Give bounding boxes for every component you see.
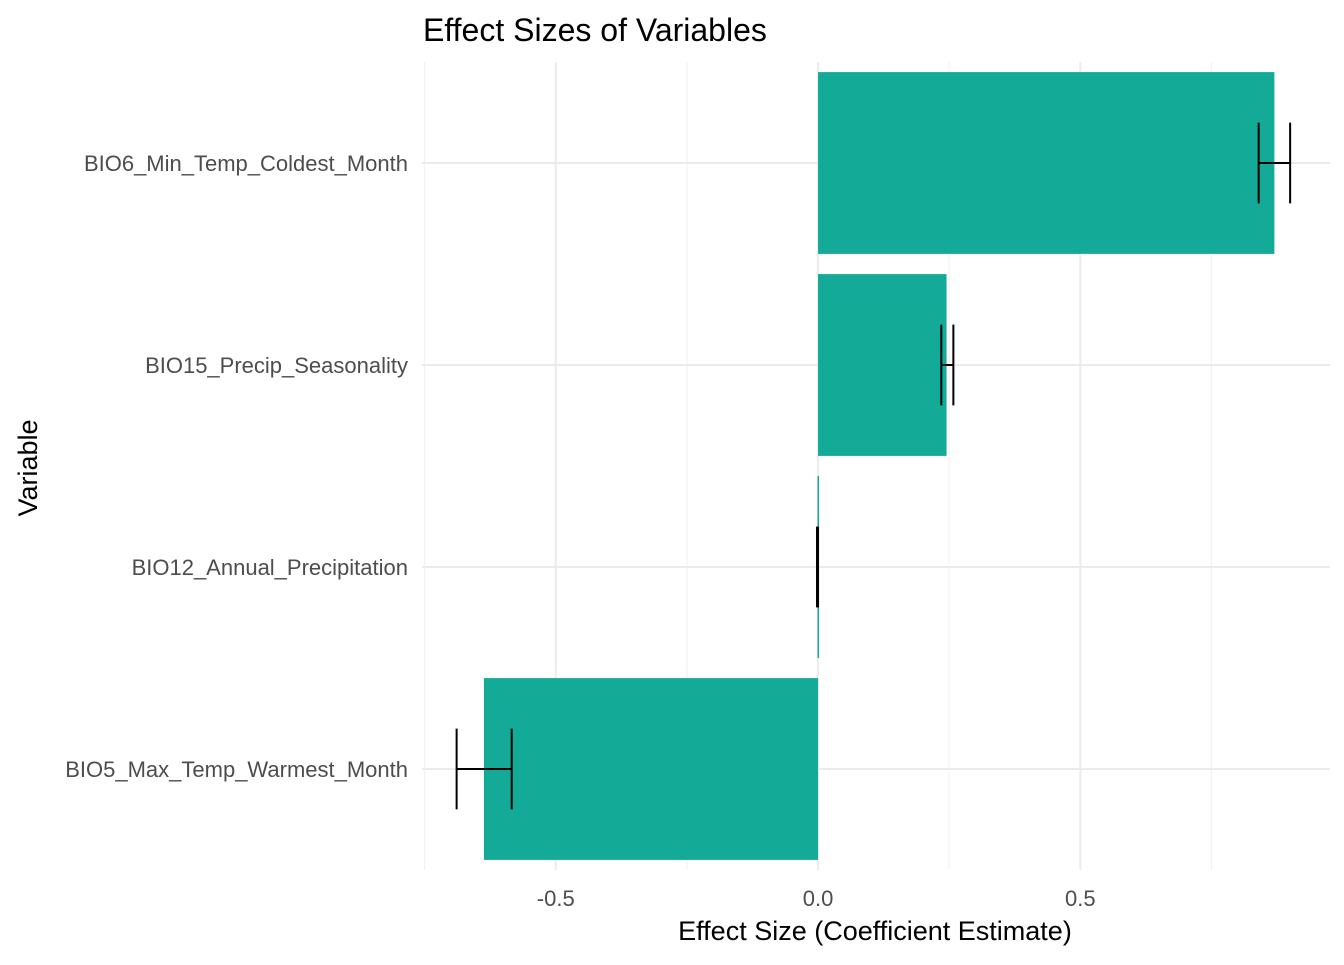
- y-tick-label: BIO15_Precip_Seasonality: [145, 353, 408, 378]
- x-tick-label: -0.5: [537, 886, 575, 911]
- y-tick-label: BIO5_Max_Temp_Warmest_Month: [65, 757, 408, 782]
- y-tick-label: BIO12_Annual_Precipitation: [132, 555, 408, 580]
- x-tick-label: 0.0: [803, 886, 834, 911]
- x-axis-title: Effect Size (Coefficient Estimate): [678, 916, 1072, 946]
- y-tick-labels: BIO5_Max_Temp_Warmest_Month BIO12_Annual_…: [65, 151, 408, 782]
- x-tick-label: 0.5: [1065, 886, 1096, 911]
- x-tick-labels: -0.5 0.0 0.5: [537, 886, 1096, 911]
- chart-title: Effect Sizes of Variables: [423, 12, 767, 48]
- bar: [483, 678, 819, 860]
- errorbar-layer: [455, 122, 1292, 810]
- y-axis-title: Variable: [13, 419, 43, 516]
- bar-layer: [483, 72, 1275, 860]
- bar: [818, 72, 1275, 254]
- y-tick-label: BIO6_Min_Temp_Coldest_Month: [84, 151, 408, 176]
- bar: [818, 274, 947, 456]
